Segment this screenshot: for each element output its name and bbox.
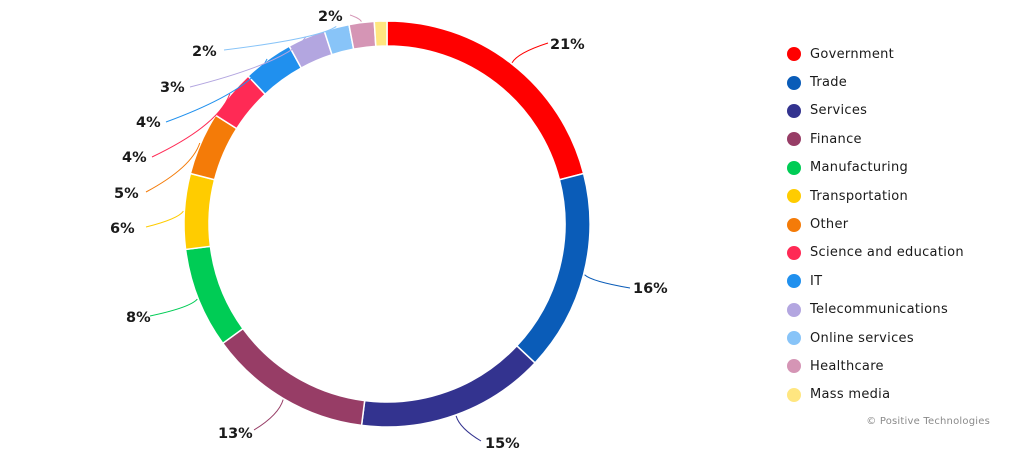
leader-lines bbox=[145, 14, 631, 442]
slice-finance[interactable] bbox=[221, 327, 366, 427]
legend-swatch bbox=[787, 274, 801, 289]
legend-label: Finance bbox=[810, 131, 862, 147]
leader-line-healthcare bbox=[349, 14, 362, 22]
legend-item-healthcare[interactable]: Healthcare bbox=[787, 352, 964, 380]
leader-line-finance bbox=[253, 399, 284, 431]
data-labels: 21% 16% 15% 13% 8% 6% 5% 4% 4% 3% 2% 2% bbox=[110, 9, 668, 452]
legend-label: Transportation bbox=[810, 188, 909, 204]
legend-item-other[interactable]: Other bbox=[787, 210, 964, 238]
legend-label: Mass media bbox=[810, 387, 891, 403]
legend-swatch bbox=[787, 132, 801, 147]
leader-line-government bbox=[511, 42, 549, 64]
data-label-transportation: 6% bbox=[110, 221, 135, 237]
slice-transportation[interactable] bbox=[183, 172, 216, 251]
legend-item-trade[interactable]: Trade bbox=[787, 68, 964, 96]
legend-swatch bbox=[787, 359, 801, 374]
leader-line-online-services bbox=[223, 25, 337, 51]
leader-line-manufacturing bbox=[149, 298, 198, 317]
slice-healthcare[interactable] bbox=[348, 20, 377, 51]
legend-item-government[interactable]: Government bbox=[787, 40, 964, 68]
legend-item-services[interactable]: Services bbox=[787, 97, 964, 125]
leader-line-other bbox=[145, 142, 201, 193]
legend-swatch bbox=[787, 302, 801, 317]
slice-trade[interactable] bbox=[515, 172, 591, 365]
copyright-credit: © Positive Technologies bbox=[866, 416, 990, 427]
data-label-finance: 13% bbox=[218, 426, 253, 442]
data-label-healthcare: 2% bbox=[318, 9, 343, 25]
legend-swatch bbox=[787, 160, 801, 175]
legend-label: Government bbox=[810, 46, 895, 62]
leader-line-telecommunications bbox=[189, 36, 307, 88]
legend-item-mass-media[interactable]: Mass media bbox=[787, 381, 964, 409]
data-label-manufacturing: 8% bbox=[126, 310, 151, 326]
data-label-it: 4% bbox=[136, 115, 161, 131]
data-label-government: 21% bbox=[550, 37, 585, 53]
data-label-services: 15% bbox=[485, 436, 520, 452]
legend-swatch bbox=[787, 217, 801, 232]
legend-swatch bbox=[787, 75, 801, 90]
data-label-other: 5% bbox=[114, 186, 139, 202]
leader-line-trade bbox=[584, 274, 631, 289]
legend-label: Trade bbox=[810, 75, 848, 91]
legend-item-online-services[interactable]: Online services bbox=[787, 324, 964, 352]
legend-swatch bbox=[787, 189, 801, 204]
slice-manufacturing[interactable] bbox=[184, 245, 245, 345]
data-label-trade: 16% bbox=[633, 281, 668, 297]
leader-line-it bbox=[165, 58, 268, 123]
slice-services[interactable] bbox=[360, 344, 537, 428]
legend-swatch bbox=[787, 103, 801, 118]
data-label-telecommunications: 3% bbox=[160, 80, 185, 96]
legend-label: IT bbox=[810, 273, 823, 289]
legend-item-telecommunications[interactable]: Telecommunications bbox=[787, 296, 964, 324]
leader-line-services bbox=[455, 415, 482, 442]
leader-line-transportation bbox=[145, 210, 184, 228]
legend-swatch bbox=[787, 47, 801, 62]
legend-label: Services bbox=[810, 103, 868, 119]
legend-swatch bbox=[787, 387, 801, 402]
legend-item-manufacturing[interactable]: Manufacturing bbox=[787, 154, 964, 182]
legend-item-it[interactable]: IT bbox=[787, 267, 964, 295]
donut-slices bbox=[183, 20, 591, 428]
legend-label: Science and education bbox=[810, 245, 964, 261]
legend-label: Manufacturing bbox=[810, 160, 909, 176]
data-label-online-services: 2% bbox=[192, 44, 217, 60]
legend-label: Healthcare bbox=[810, 358, 884, 374]
legend-swatch bbox=[787, 331, 801, 346]
legend-swatch bbox=[787, 245, 801, 260]
chart-legend: Government Trade Services Finance Manufactur… bbox=[787, 40, 964, 409]
legend-item-transportation[interactable]: Transportation bbox=[787, 182, 964, 210]
slice-mass-media[interactable] bbox=[373, 20, 388, 48]
legend-item-science-and-education[interactable]: Science and education bbox=[787, 239, 964, 267]
legend-label: Telecommunications bbox=[810, 302, 949, 318]
data-label-science-and-education: 4% bbox=[122, 150, 147, 166]
leader-line-science-and-education bbox=[151, 93, 231, 158]
legend-item-finance[interactable]: Finance bbox=[787, 125, 964, 153]
legend-label: Other bbox=[810, 217, 849, 233]
legend-label: Online services bbox=[810, 330, 914, 346]
